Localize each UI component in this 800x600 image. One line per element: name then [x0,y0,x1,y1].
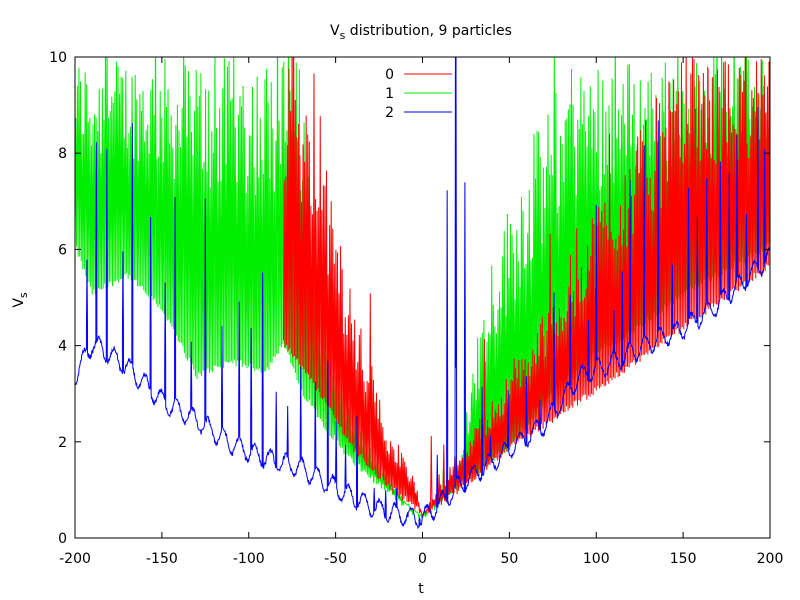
x-tick-label: -200 [59,551,91,567]
y-tick-label: 8 [58,146,67,162]
y-tick-label: 4 [58,339,67,355]
x-tick-label: 200 [757,551,784,567]
legend-label-0: 0 [385,67,394,83]
x-tick-label: 100 [583,551,610,567]
legend-label-1: 1 [385,86,394,102]
series-2-line [75,57,770,530]
y-tick-label: 10 [49,50,67,66]
x-tick-label: -100 [233,551,265,567]
series-layer [75,57,770,530]
y-tick-label: 6 [58,242,67,258]
legend: 0 1 2 [385,67,452,121]
y-tick-label: 0 [58,531,67,547]
x-tick-label: -150 [146,551,178,567]
x-tick-label: 0 [418,551,427,567]
x-tick-label: 150 [670,551,697,567]
x-tick-label: 50 [500,551,518,567]
x-axis-label: t [418,581,424,597]
chart-title: Vs distribution, 9 particles [330,23,512,42]
x-tick-label: -50 [324,551,347,567]
legend-label-2: 2 [385,105,394,121]
y-axis-label: Vs [11,292,30,308]
y-tick-label: 2 [58,435,67,451]
